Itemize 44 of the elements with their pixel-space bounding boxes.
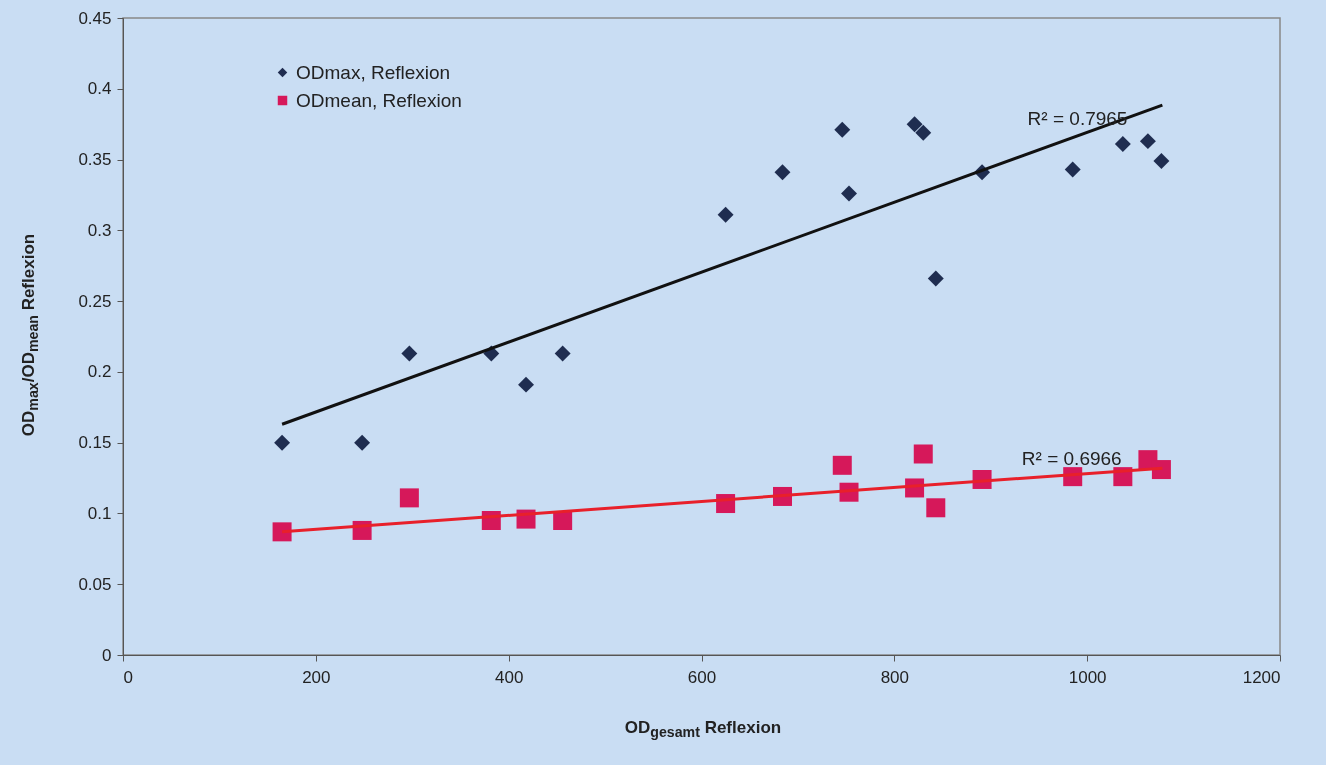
x-tick-label: 0 xyxy=(123,667,133,687)
annotation: R² = 0.7965 xyxy=(1027,108,1128,130)
y-tick-label: 0.35 xyxy=(78,150,112,170)
y-tick-label: 0.15 xyxy=(78,433,112,453)
legend-label: ODmax, Reflexion xyxy=(296,61,451,83)
y-tick-label: 0.05 xyxy=(78,574,112,594)
point xyxy=(354,434,371,451)
point xyxy=(1064,161,1081,178)
y-tick-label: 0 xyxy=(102,645,112,665)
y-tick-label: 0.3 xyxy=(87,220,112,240)
y-tick-label: 0.4 xyxy=(87,79,112,99)
point xyxy=(1139,133,1156,150)
point xyxy=(1114,136,1131,152)
annotation: R² = 0.6966 xyxy=(1021,448,1122,470)
y-tick-label: 0.2 xyxy=(87,362,112,382)
y-tick-label: 0.25 xyxy=(78,291,112,311)
legend-label: ODmean, Reflexion xyxy=(296,89,462,111)
point xyxy=(1153,153,1170,169)
point xyxy=(518,376,534,393)
x-tick-label: 200 xyxy=(302,667,331,687)
x-axis-title: OD$_{gesamt}$ Reflexion xyxy=(624,718,782,741)
point xyxy=(906,116,923,133)
y-tick-label: 0.1 xyxy=(87,503,112,523)
point xyxy=(915,124,932,141)
point xyxy=(272,522,292,542)
point xyxy=(834,121,851,138)
point xyxy=(927,270,944,287)
point xyxy=(774,164,791,181)
point xyxy=(926,498,946,518)
point xyxy=(401,345,418,362)
x-tick-label: 1000 xyxy=(1068,667,1107,687)
point xyxy=(717,206,734,223)
x-tick-label: 800 xyxy=(880,667,910,687)
point xyxy=(274,434,291,451)
x-tick-label: 600 xyxy=(687,667,717,687)
x-tick-label: 400 xyxy=(494,667,524,687)
y-tick-label: 0.45 xyxy=(78,8,112,28)
x-tick-label: 1200 xyxy=(1242,667,1281,687)
point xyxy=(399,488,419,508)
point xyxy=(913,444,933,464)
point xyxy=(841,185,857,202)
point xyxy=(832,455,852,475)
point xyxy=(554,345,571,362)
point xyxy=(1151,460,1171,480)
